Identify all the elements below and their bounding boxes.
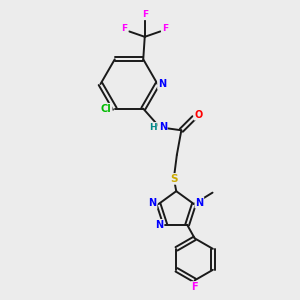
- Text: N: N: [155, 220, 164, 230]
- Text: F: F: [142, 11, 148, 20]
- Text: N: N: [195, 197, 203, 208]
- Text: O: O: [194, 110, 202, 120]
- Text: Cl: Cl: [101, 104, 112, 114]
- Text: N: N: [148, 198, 157, 208]
- Text: H: H: [149, 123, 157, 132]
- Text: F: F: [122, 24, 128, 33]
- Text: F: F: [162, 24, 168, 33]
- Text: S: S: [171, 174, 178, 184]
- Text: F: F: [191, 282, 198, 292]
- Text: N: N: [158, 79, 166, 89]
- Text: N: N: [159, 122, 167, 132]
